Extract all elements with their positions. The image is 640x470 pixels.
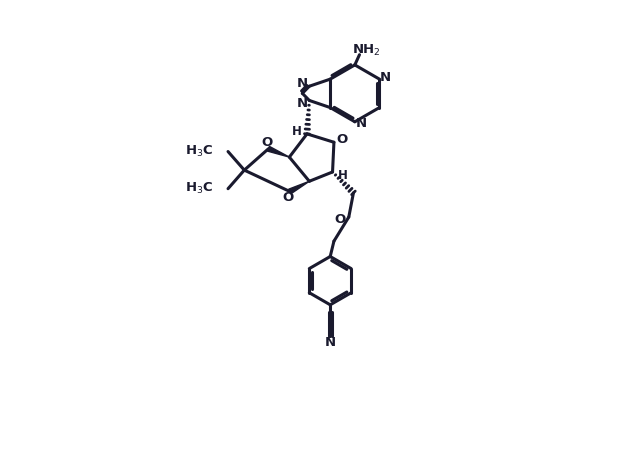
Text: H: H	[292, 125, 301, 138]
Text: N: N	[324, 337, 336, 349]
Text: N: N	[296, 77, 307, 90]
Text: H: H	[338, 169, 348, 182]
Text: O: O	[336, 133, 348, 146]
Text: NH$_2$: NH$_2$	[352, 42, 381, 58]
Text: O: O	[335, 213, 346, 226]
Text: N: N	[380, 71, 391, 84]
Text: H$_3$C: H$_3$C	[185, 143, 213, 158]
Text: H$_3$C: H$_3$C	[185, 180, 213, 196]
Text: N: N	[296, 97, 307, 110]
Text: O: O	[261, 136, 272, 149]
Polygon shape	[289, 181, 309, 194]
Text: O: O	[282, 191, 294, 204]
Text: N: N	[355, 117, 367, 130]
Polygon shape	[268, 146, 289, 157]
